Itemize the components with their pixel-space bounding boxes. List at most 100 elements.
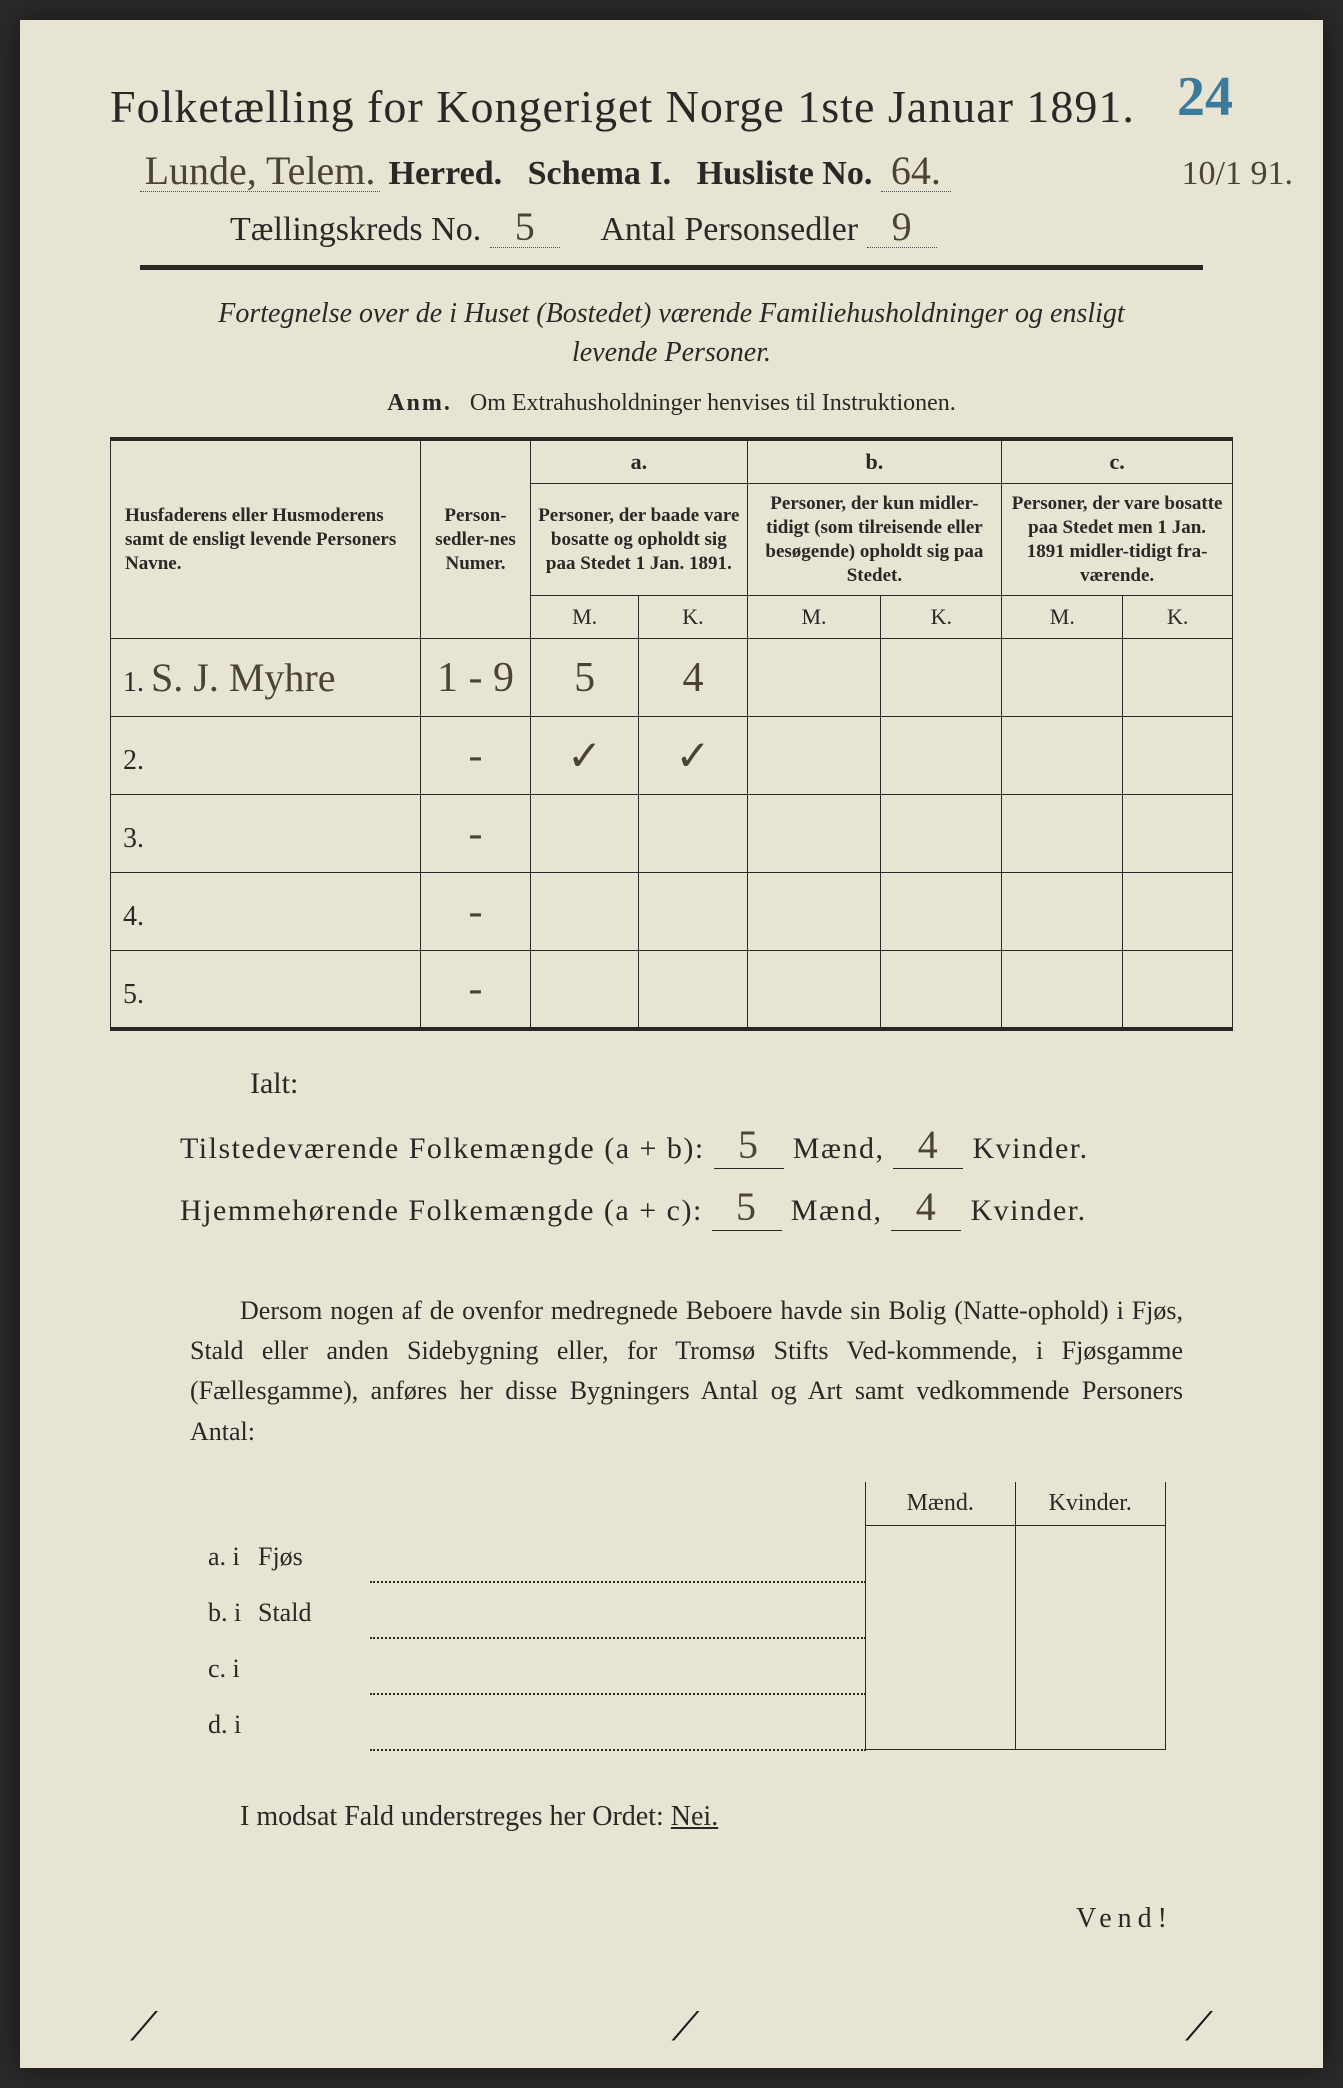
cell-num: - [421,873,531,951]
fjos-dots [370,1526,865,1582]
meta-line-2: Tællingskreds No. 5 Antal Personsedler 9 [110,207,1233,249]
hdr-a-k: K. [639,596,747,639]
cell-bK [881,795,1002,873]
binding-mark-left: ⟋ [130,2003,158,2050]
row-num: 4. [111,873,421,951]
fjos-word: Stald [250,1582,370,1638]
fjos-paragraph: Dersom nogen af de ovenfor medregnede Be… [190,1291,1183,1452]
fjos-lbl: d. i [200,1694,250,1750]
hdr-a-top: a. [531,439,748,484]
cell-aK: 4 [639,639,747,717]
row-num: 2. [111,717,421,795]
cell-cM [1002,639,1123,717]
fjos-dots [370,1638,865,1694]
census-form-page: 24 Folketælling for Kongeriget Norge 1st… [20,20,1323,2068]
fjos-maend [865,1694,1015,1750]
fjos-kvinder [1015,1582,1165,1638]
cell-cM [1002,795,1123,873]
kvinder-label: Kvinder. [972,1132,1088,1165]
fjos-dots [370,1694,865,1750]
totals-l2-label: Hjemmehørende Folkemængde (a + c): [180,1194,703,1227]
table-row: 1. S. J. Myhre1 - 954 [111,639,1233,717]
hdr-c-k: K. [1123,596,1233,639]
table-row: 2. -✓✓ [111,717,1233,795]
fjos-table: Mænd. Kvinder. a. iFjøsb. iStaldc. id. i [200,1482,1166,1751]
antal-value: 9 [867,207,937,248]
cell-aK [639,951,747,1029]
fjos-dots [370,1582,865,1638]
cell-aM: ✓ [531,717,639,795]
hdr-c-m: M. [1002,596,1123,639]
cell-cM [1002,951,1123,1029]
cell-num: - [421,795,531,873]
hdr-b-top: b. [747,439,1002,484]
divider-top [140,265,1203,270]
herred-value: Lunde, Telem. [140,151,380,192]
cell-bM [747,873,881,951]
hdr-c-top: c. [1002,439,1233,484]
ialt-label: Ialt: [110,1067,1233,1101]
row-num: 3. [111,795,421,873]
binding-mark-mid: ⟋ [672,2003,700,2050]
fjos-word [250,1638,370,1694]
husliste-label: Husliste No. [697,155,873,192]
cell-cK [1123,639,1233,717]
cell-bM [747,639,881,717]
cell-cK [1123,795,1233,873]
cell-aK [639,795,747,873]
fjos-kvinder [1015,1694,1165,1750]
antal-label: Antal Personsedler [600,211,858,248]
fjos-lbl: c. i [200,1638,250,1694]
cell-aK [639,873,747,951]
cell-aM [531,795,639,873]
fjos-maend [865,1638,1015,1694]
husliste-value: 64. [881,151,951,192]
subtitle: Fortegnelse over de i Huset (Bostedet) v… [190,294,1153,372]
hdr-a-text: Personer, der baade vare bosatte og opho… [537,504,741,575]
totals-l2-k: 4 [891,1183,961,1231]
kvinder-label-2: Kvinder. [970,1194,1086,1227]
cell-cM [1002,717,1123,795]
fjos-kvinder [1015,1638,1165,1694]
cell-cK [1123,873,1233,951]
cell-aM [531,951,639,1029]
fjos-lbl: a. i [200,1526,250,1582]
fjos-maend [865,1526,1015,1582]
nei-text: I modsat Fald understreges her Ordet: [240,1801,664,1832]
anm-text: Om Extrahusholdninger henvises til Instr… [470,390,956,416]
hdr-name: Husfaderens eller Husmoderens samt de en… [125,504,414,575]
fjos-row: a. iFjøs [200,1526,1165,1582]
corner-number: 24 [1177,65,1233,129]
fjos-row: c. i [200,1638,1165,1694]
row-num: 5. [111,951,421,1029]
cell-bK [881,951,1002,1029]
cell-bK [881,639,1002,717]
cell-num: - [421,717,531,795]
cell-aM [531,873,639,951]
fjos-word [250,1694,370,1750]
fjos-row: d. i [200,1694,1165,1750]
lower-hdr-kvinder: Kvinder. [1015,1482,1165,1526]
cell-bK [881,873,1002,951]
cell-cK [1123,717,1233,795]
fjos-row: b. iStald [200,1582,1165,1638]
nei-line: I modsat Fald understreges her Ordet: Ne… [240,1801,1233,1833]
totals-l1-label: Tilstedeværende Folkemængde (a + b): [180,1132,705,1165]
cell-cM [1002,873,1123,951]
totals-line-2: Hjemmehørende Folkemængde (a + c): 5 Mæn… [110,1183,1233,1231]
fjos-lbl: b. i [200,1582,250,1638]
kreds-label: Tællingskreds No. [230,211,481,248]
nei-word: Nei. [671,1801,718,1832]
page-title: Folketælling for Kongeriget Norge 1ste J… [110,80,1233,133]
vend-label: Vend! [110,1903,1173,1935]
kreds-value: 5 [490,207,560,248]
fjos-maend [865,1582,1015,1638]
household-table: Husfaderens eller Husmoderens samt de en… [110,437,1233,1031]
lower-hdr-maend: Mænd. [865,1482,1015,1526]
cell-aM: 5 [531,639,639,717]
cell-num: - [421,951,531,1029]
maend-label: Mænd, [793,1132,885,1165]
table-row: 5. - [111,951,1233,1029]
table-row: 4. - [111,873,1233,951]
cell-bM [747,717,881,795]
